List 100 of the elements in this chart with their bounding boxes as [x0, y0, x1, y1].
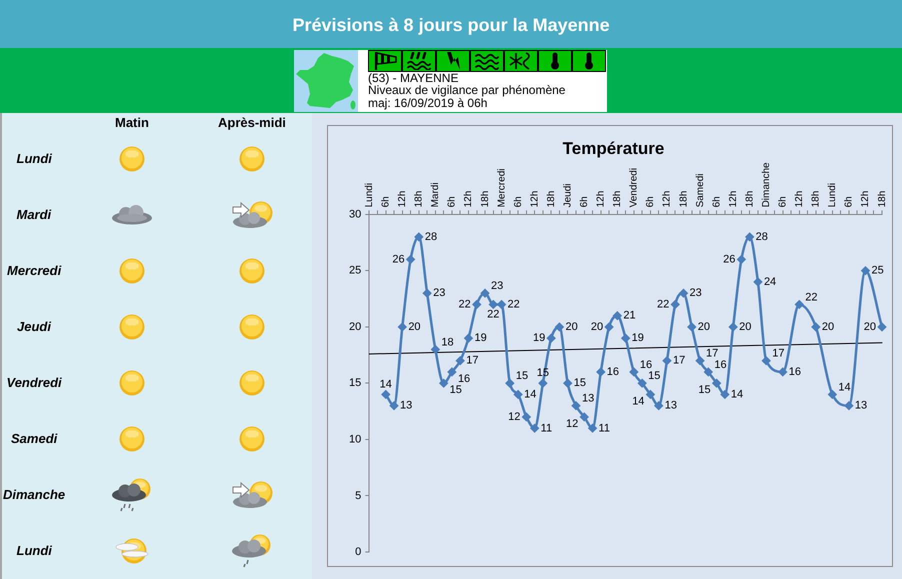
x-tick-label: 12h — [728, 190, 739, 208]
point — [679, 288, 688, 298]
data-label: 25 — [871, 264, 884, 277]
point — [588, 424, 598, 433]
x-tick-label: 12h — [794, 190, 806, 208]
point — [696, 356, 705, 366]
point — [612, 311, 622, 320]
point — [687, 322, 696, 332]
point — [497, 300, 506, 309]
data-label: 20 — [739, 320, 752, 333]
point — [745, 232, 754, 242]
data-label: 28 — [756, 230, 768, 243]
data-label: 19 — [632, 332, 644, 344]
point — [662, 356, 672, 366]
data-label: 13 — [664, 400, 677, 412]
point — [414, 232, 424, 242]
point — [878, 322, 886, 332]
y-tick-label: 30 — [348, 208, 362, 220]
data-label: 19 — [474, 332, 487, 344]
data-label: 17 — [672, 354, 686, 367]
x-tick-label: 18h — [546, 190, 557, 208]
point — [488, 300, 498, 309]
point — [538, 378, 548, 388]
x-tick-label: Lundi — [827, 182, 838, 208]
point — [456, 356, 465, 366]
data-label: 22 — [805, 291, 818, 304]
data-label: 12 — [566, 418, 578, 430]
data-label: 16 — [458, 372, 470, 385]
data-label: 15 — [516, 370, 528, 382]
data-label: 14 — [730, 388, 744, 400]
data-label: 23 — [491, 280, 504, 292]
point — [381, 390, 390, 399]
y-tick-label: 5 — [355, 490, 362, 502]
point — [514, 390, 523, 399]
data-label: 17 — [706, 348, 718, 360]
category-label: Vendredi — [6, 374, 62, 390]
point — [546, 334, 556, 343]
data-label: 11 — [598, 422, 610, 434]
category-label: Dimanche — [3, 486, 66, 502]
category-label: Après-midi — [218, 114, 286, 130]
data-label: 26 — [723, 253, 736, 266]
x-tick-label: Vendredi — [628, 168, 640, 208]
point — [646, 390, 655, 399]
category-label: Jeudi — [17, 318, 51, 334]
data-label: 24 — [764, 276, 776, 288]
point — [406, 254, 416, 264]
point — [860, 266, 870, 276]
data-label: 16 — [788, 366, 802, 378]
point — [563, 378, 572, 388]
x-tick-label: 18h — [810, 190, 822, 208]
x-tick-label: Mercredi — [496, 168, 508, 208]
data-label: 15 — [574, 377, 586, 390]
text: Prévisions à 8 jours pour la Mayenne — [292, 14, 610, 36]
point — [530, 424, 540, 433]
category-label: Samedi — [11, 430, 58, 446]
point — [753, 277, 762, 286]
point — [828, 390, 837, 399]
y-tick-label: 10 — [348, 434, 362, 446]
data-label: 15 — [698, 384, 711, 396]
point — [430, 344, 440, 354]
point — [422, 288, 432, 298]
x-tick-label: 6h — [778, 196, 789, 208]
data-label: 11 — [540, 422, 552, 434]
x-tick-label: 12h — [463, 190, 474, 208]
data-label: 26 — [392, 253, 405, 266]
x-tick-label: 6h — [645, 196, 656, 208]
point — [621, 334, 630, 343]
data-label: 16 — [606, 366, 620, 378]
y-tick-label: 25 — [348, 264, 362, 277]
data-label: 23 — [690, 287, 702, 300]
text: maj: 16/09/2019 à 06h — [368, 96, 488, 111]
data-label: 18 — [441, 336, 454, 348]
x-tick-label: 12h — [596, 190, 607, 208]
data-label: 22 — [508, 298, 520, 310]
data-label: 14 — [632, 395, 644, 408]
point — [472, 300, 482, 309]
y-tick-label: 20 — [348, 320, 362, 333]
point — [670, 300, 680, 309]
point — [844, 401, 854, 410]
data-label: 20 — [864, 320, 876, 333]
x-tick-label: 6h — [380, 196, 392, 208]
point — [554, 322, 564, 332]
x-tick-label: 6h — [512, 196, 524, 208]
data-label: 12 — [508, 411, 520, 423]
point — [778, 367, 788, 376]
x-tick-label: 18h — [612, 190, 624, 208]
point — [720, 390, 730, 399]
point — [505, 378, 514, 388]
point — [480, 288, 490, 298]
x-tick-label: 12h — [860, 190, 872, 208]
point — [736, 254, 746, 264]
x-tick-label: Dimanche — [760, 162, 772, 208]
point — [629, 367, 638, 376]
point — [464, 334, 473, 343]
point — [522, 412, 531, 422]
point — [811, 322, 820, 332]
category-label: Lundi — [16, 150, 52, 166]
chart-title: Température — [562, 138, 664, 158]
data-label: 14 — [380, 378, 392, 390]
text: Niveaux de vigilance par phénomène — [368, 83, 566, 98]
